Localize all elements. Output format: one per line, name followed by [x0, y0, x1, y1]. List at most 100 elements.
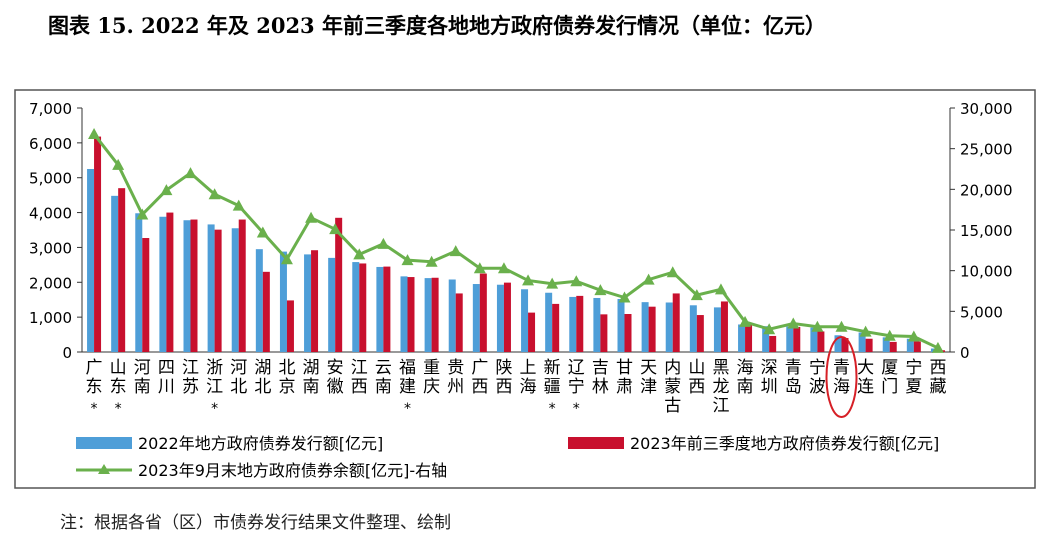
category-label-char: 青 [833, 358, 850, 378]
bar-2022 [641, 302, 649, 352]
category-label-char: 四 [158, 358, 175, 378]
category-label-char: 南 [303, 377, 320, 397]
bar-2022 [593, 297, 601, 352]
bar-2022 [762, 326, 770, 352]
bar-2022 [207, 224, 215, 352]
star-mark: * [211, 401, 218, 417]
category-label-char: 天 [640, 358, 657, 378]
category-label-char: 宁 [809, 358, 826, 378]
bar-2022 [689, 305, 697, 352]
bar-2023 [431, 277, 439, 352]
bar-2023 [769, 335, 777, 352]
bar-2022 [738, 324, 746, 352]
bar-2022 [231, 228, 239, 352]
bar-2022 [328, 257, 336, 352]
bar-2023 [672, 293, 680, 352]
bar-2023 [311, 250, 319, 352]
category-labels: 广东*山东*河南四川江苏浙江*河北湖北北京湖南安徽江西云南福建*重庆贵州广西陕西… [86, 336, 946, 418]
bar-2022 [87, 169, 95, 352]
bar-2023 [190, 219, 198, 352]
bar-2023 [142, 238, 150, 352]
category-label-char: 川 [158, 377, 175, 397]
balance-point [449, 245, 462, 257]
bar-2023 [600, 314, 608, 352]
balance-point [931, 341, 944, 353]
bar-2022 [521, 289, 529, 352]
balance-point [859, 325, 872, 337]
left-tick-label: 5,000 [29, 170, 72, 188]
right-tick-label: 15,000 [960, 222, 1013, 240]
category-label-char: 津 [640, 377, 657, 397]
balance-point [160, 184, 173, 196]
category-label-char: 岛 [785, 377, 802, 397]
bar-2022 [135, 213, 143, 352]
bar-2022 [713, 307, 721, 352]
category-label-char: 浙 [206, 358, 223, 378]
bar-2023 [214, 229, 222, 352]
balance-point [353, 248, 366, 260]
category-label-char: 深 [761, 358, 778, 378]
bar-2023 [262, 271, 270, 352]
category-label-char: 内 [664, 358, 681, 378]
left-tick-label: 1,000 [29, 309, 72, 327]
bar-2023 [793, 326, 801, 352]
bar-2022 [255, 249, 263, 352]
category-label-char: 湖 [254, 358, 271, 378]
category-label-char: 江 [206, 377, 223, 397]
balance-point [594, 284, 607, 296]
category-label-char: 吉 [592, 358, 609, 378]
bar-2023 [552, 303, 560, 352]
highlight-circle [825, 336, 858, 418]
bar-2023 [479, 273, 487, 352]
category-label-char: 西 [471, 377, 488, 397]
bar-2022 [882, 337, 890, 352]
category-label-char: 福 [399, 358, 416, 378]
balance-point [184, 167, 197, 179]
category-label-char: 古 [664, 396, 681, 416]
bar-2023 [383, 266, 391, 352]
category-label-char: 建 [399, 377, 416, 397]
category-label-char: 海 [520, 377, 537, 397]
category-label-char: 圳 [761, 377, 778, 397]
star-mark: * [573, 401, 580, 417]
right-tick-label: 20,000 [960, 181, 1013, 199]
balance-point [88, 128, 101, 140]
left-tick-label: 2,000 [29, 274, 72, 292]
right-tick-label: 5,000 [960, 303, 1003, 321]
bar-2023 [359, 263, 367, 352]
balance-point [835, 320, 848, 332]
category-label-char: 庆 [423, 377, 440, 397]
category-label-char: 广 [471, 358, 488, 378]
legend-label-2023: 2023年前三季度地方政府债券发行额[亿元] [630, 434, 939, 453]
category-label-char: 西 [351, 377, 368, 397]
legend-label-2022: 2022年地方政府债券发行额[亿元] [138, 434, 383, 453]
category-label-char: 海 [737, 358, 754, 378]
star-mark: * [549, 401, 556, 417]
balance-point [425, 255, 438, 267]
category-label-char: 湖 [303, 358, 320, 378]
balance-point [714, 283, 727, 295]
category-label-char: 波 [809, 377, 826, 397]
bar-2023 [624, 314, 632, 352]
bar-2022 [159, 216, 167, 352]
right-tick-label: 10,000 [960, 263, 1013, 281]
bar-2023 [94, 136, 102, 352]
balance-point [497, 262, 510, 274]
left-tick-label: 3,000 [29, 239, 72, 257]
balance-point [377, 237, 390, 249]
right-tick-label: 25,000 [960, 141, 1013, 159]
bar-2023 [720, 301, 728, 352]
bond-issuance-chart: 0 1,000 2,000 3,000 4,000 5,000 6,000 7,000 0 5,0… [14, 89, 1036, 489]
star-mark: * [91, 401, 98, 417]
bar-2022 [617, 299, 625, 352]
category-label-char: 贵 [447, 358, 464, 378]
category-label-char: 州 [447, 377, 464, 397]
category-label-char: 南 [375, 377, 392, 397]
category-label-char: 北 [278, 358, 295, 378]
category-label-char: 藏 [929, 377, 946, 397]
bar-2022 [858, 332, 866, 352]
category-label-char: 北 [254, 377, 271, 397]
category-label-char: 连 [857, 377, 874, 397]
category-label-char: 大 [857, 358, 874, 378]
star-mark: * [404, 401, 411, 417]
